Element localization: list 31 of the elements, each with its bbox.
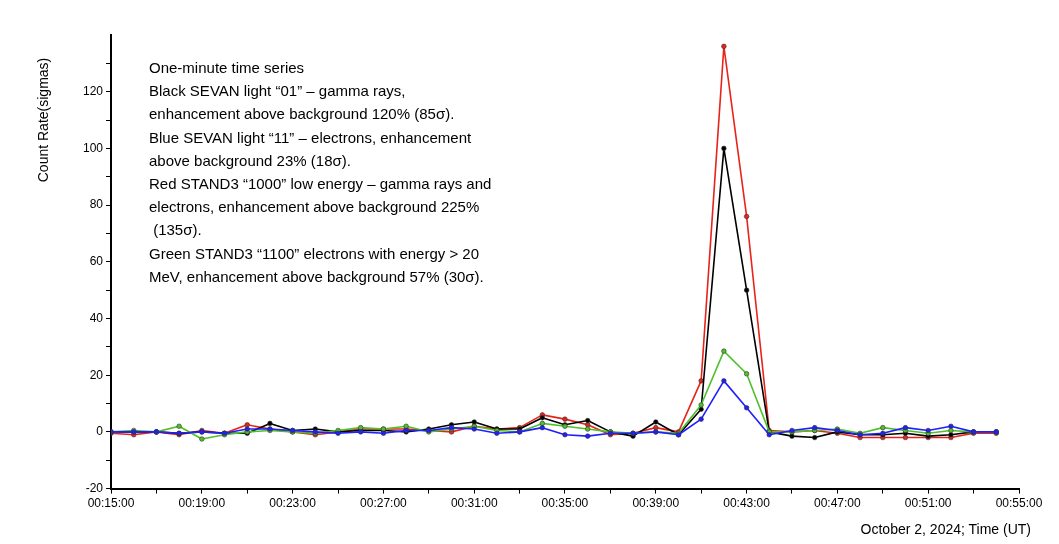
annotation: One-minute time series <box>149 59 305 76</box>
x-tick-label: 00:15:00 <box>87 496 135 511</box>
y-tick-label: 100 <box>82 140 104 155</box>
x-tick-label: 00:31:00 <box>450 496 498 511</box>
x-tick-label: 00:51:00 <box>904 496 952 511</box>
y-tick-label: 0 <box>96 424 104 439</box>
y-tick-label: 60 <box>89 254 104 269</box>
x-axis-title: October 2, 2024; Time (UT) <box>860 521 1031 537</box>
x-tick-label: 00:19:00 <box>178 496 226 511</box>
annotation: Blue SEVAN light “11” – electrons, enhancement <box>149 128 472 146</box>
x-tick-label: 00:55:00 <box>995 496 1043 511</box>
annotation: above background 23% (18σ). <box>149 151 351 169</box>
y-tick-label: 120 <box>82 84 104 99</box>
x-tick-label: 00:27:00 <box>360 496 408 511</box>
y-tick-label: 80 <box>89 197 104 212</box>
x-tick-label: 00:47:00 <box>813 496 861 511</box>
annotation: MeV, enhancement above background 57% (30σ). <box>149 267 484 285</box>
y-tick-label: -20 <box>85 480 104 495</box>
x-tick-label: 00:35:00 <box>541 496 589 511</box>
annotation: electrons, enhancement above background 225% <box>149 198 480 216</box>
y-tick-label: 40 <box>89 310 104 325</box>
annotation: Red STAND3 “1000” low energy – gamma rays and <box>149 175 492 192</box>
annotation: Green STAND3 “1100” electrons with energy > 20 <box>149 244 480 262</box>
annotation: Black SEVAN light “01” – gamma rays, <box>149 82 406 100</box>
y-axis-title: Count Rate(sigmas) <box>35 57 51 183</box>
x-tick-label: 00:43:00 <box>723 496 771 511</box>
annotation: (135σ). <box>149 221 202 239</box>
x-tick-label: 00:23:00 <box>269 496 317 511</box>
annotation: enhancement above background 120% (85σ). <box>149 105 455 123</box>
x-tick-label: 00:39:00 <box>632 496 680 511</box>
y-tick-label: 20 <box>89 367 104 382</box>
